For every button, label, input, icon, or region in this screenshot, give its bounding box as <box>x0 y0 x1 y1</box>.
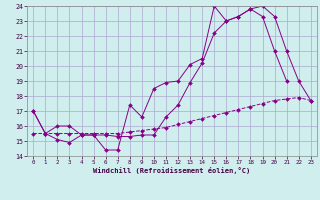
X-axis label: Windchill (Refroidissement éolien,°C): Windchill (Refroidissement éolien,°C) <box>93 167 251 174</box>
